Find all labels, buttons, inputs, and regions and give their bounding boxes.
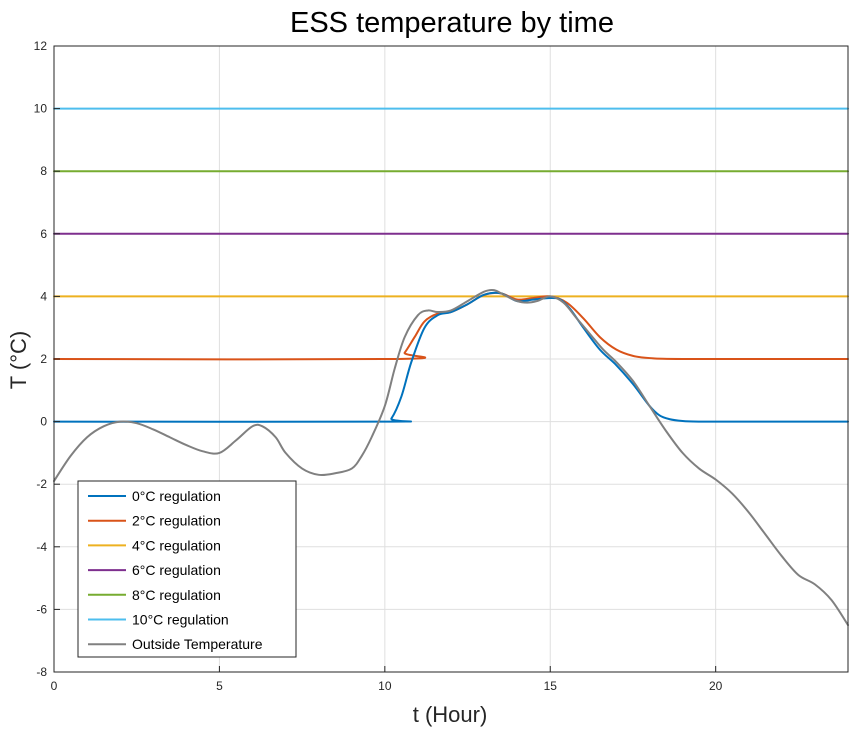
series-lines <box>53 107 849 627</box>
x-tick-label: 0 <box>51 679 58 693</box>
x-tick-label: 5 <box>216 679 223 693</box>
y-axis-label: T (°C) <box>6 331 31 390</box>
y-tick-label: 12 <box>34 39 48 53</box>
x-tick-label: 20 <box>709 679 723 693</box>
y-tick-label: -2 <box>36 477 47 491</box>
x-tick-label: 15 <box>544 679 558 693</box>
y-tick-label: -6 <box>36 602 47 616</box>
legend-box <box>77 480 297 658</box>
legend: 0°C regulation 2°C regulation 4°C regulati… <box>77 480 297 658</box>
legend-entry-5: 10°C regulation <box>132 612 229 628</box>
legend-entry-3: 6°C regulation <box>132 562 221 578</box>
legend-entry-4: 8°C regulation <box>132 587 221 603</box>
ticks: 0 5 10 15 20 -8 -6 -4 -2 0 2 4 6 8 10 12 <box>34 39 723 693</box>
y-tick-label: 4 <box>40 289 47 303</box>
y-tick-label: -8 <box>36 665 47 679</box>
legend-entry-0: 0°C regulation <box>132 488 221 504</box>
y-tick-label: 0 <box>40 415 47 429</box>
y-tick-label: 10 <box>34 102 48 116</box>
legend-entry-2: 4°C regulation <box>132 537 221 553</box>
legend-entry-6: Outside Temperature <box>132 636 263 652</box>
y-tick-label: 8 <box>40 164 47 178</box>
series-line-6 <box>53 288 849 627</box>
legend-entry-1: 2°C regulation <box>132 513 221 529</box>
y-tick-label: 6 <box>40 227 47 241</box>
x-tick-label: 10 <box>378 679 392 693</box>
chart-title: ESS temperature by time <box>290 7 614 39</box>
y-tick-label: -4 <box>36 540 47 554</box>
y-tick-label: 2 <box>40 352 47 366</box>
x-axis-label: t (Hour) <box>413 702 488 727</box>
